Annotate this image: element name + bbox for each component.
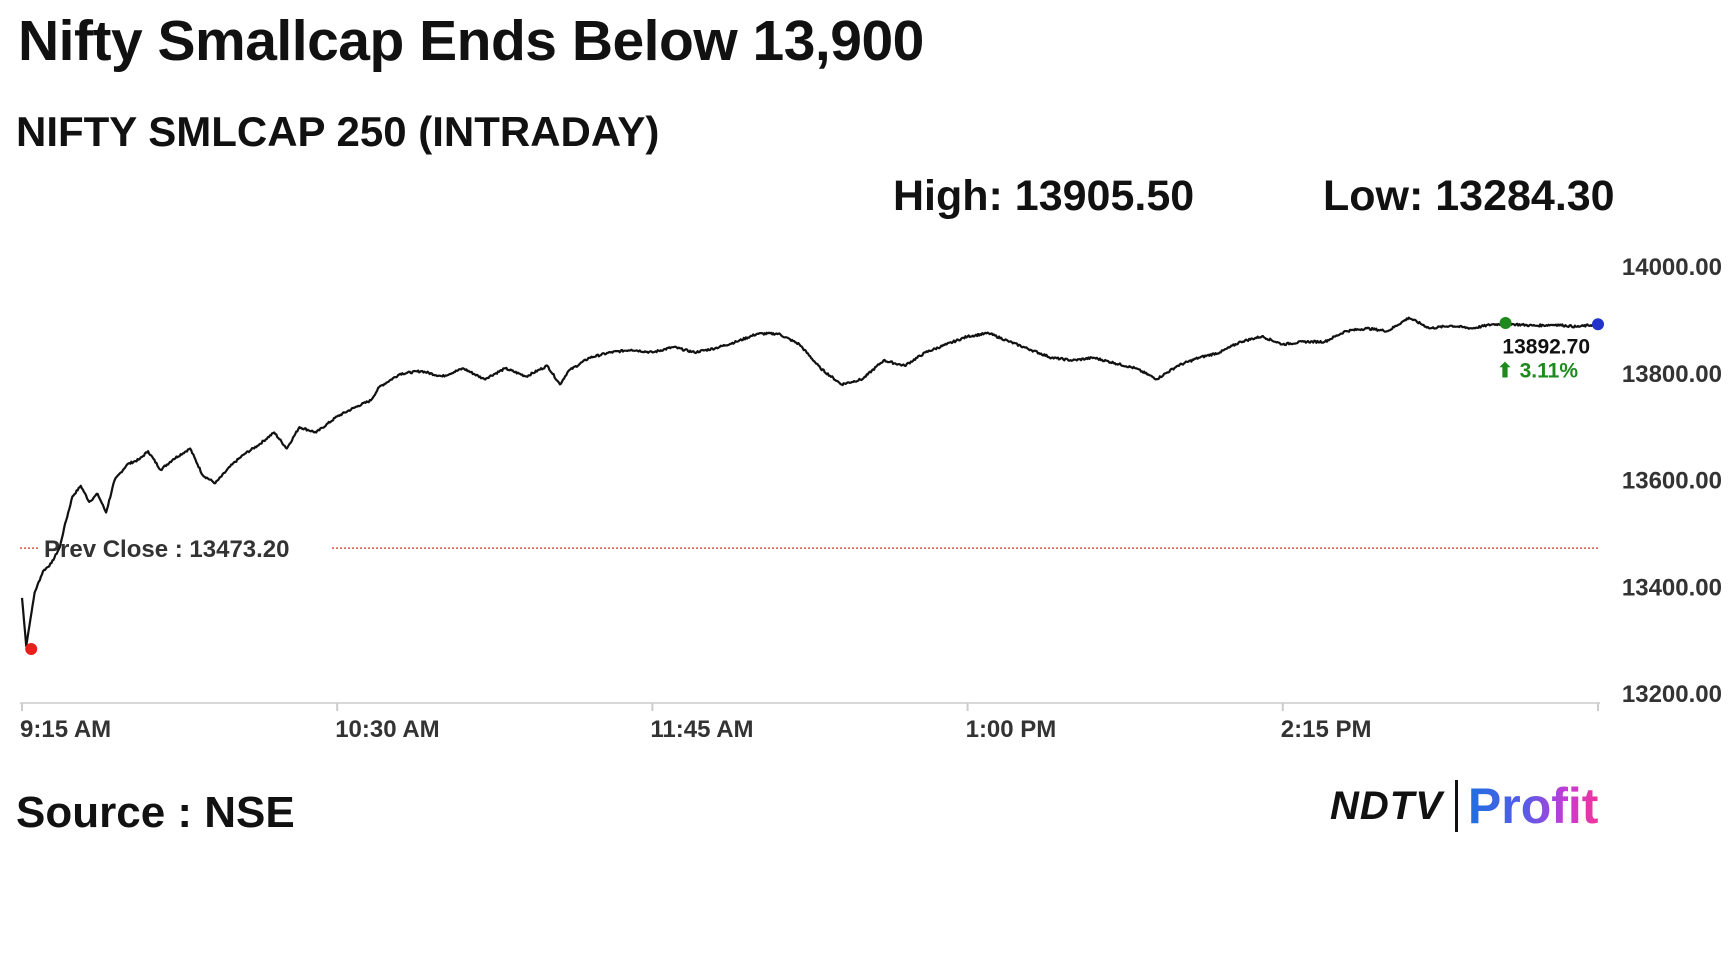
logo-divider xyxy=(1454,780,1458,832)
y-tick-label: 14000.00 xyxy=(1622,254,1722,281)
logo-profit: Profit xyxy=(1467,778,1599,834)
prev-close-label: Prev Close : 13473.20 xyxy=(44,536,290,563)
x-tick-label: 10:30 AM xyxy=(335,716,439,743)
y-tick-label: 13400.00 xyxy=(1622,574,1722,601)
x-tick-label: 1:00 PM xyxy=(966,716,1057,743)
page-title: Nifty Smallcap Ends Below 13,900 xyxy=(18,9,924,73)
change-label: ⬆ 3.11% xyxy=(1496,359,1578,382)
intraday-chart: 14000.00 13800.00 13600.00 13400.00 13200.00… xyxy=(20,254,1722,743)
price-line xyxy=(20,316,1599,648)
y-tick-label: 13600.00 xyxy=(1622,468,1722,495)
x-tick-label: 2:15 PM xyxy=(1281,716,1372,743)
low-value: Low: 13284.30 xyxy=(1323,172,1615,220)
x-tick-label: 9:15 AM xyxy=(20,716,111,743)
prev-close-label-bg xyxy=(38,534,330,563)
y-tick-label: 13200.00 xyxy=(1622,681,1722,708)
logo-ndtv: NDTV xyxy=(1330,783,1443,828)
y-axis-ticks: 14000.00 13800.00 13600.00 13400.00 13200.00 xyxy=(1622,254,1722,708)
chart-subtitle: NIFTY SMLCAP 250 (INTRADAY) xyxy=(16,108,660,155)
ndtv-profit-logo: NDTV Profit xyxy=(1330,776,1598,836)
source-label: Source : NSE xyxy=(16,788,295,837)
x-axis-ticks: 9:15 AM 10:30 AM 11:45 AM 1:00 PM 2:15 PM xyxy=(20,703,1599,743)
last-price-label: 13892.70 xyxy=(1502,335,1590,358)
x-tick-label: 11:45 AM xyxy=(650,716,753,743)
low-marker xyxy=(25,643,38,656)
y-tick-label: 13800.00 xyxy=(1622,361,1722,388)
high-value: High: 13905.50 xyxy=(893,172,1195,220)
last-price-marker xyxy=(1592,318,1604,331)
high-marker xyxy=(1499,317,1512,330)
